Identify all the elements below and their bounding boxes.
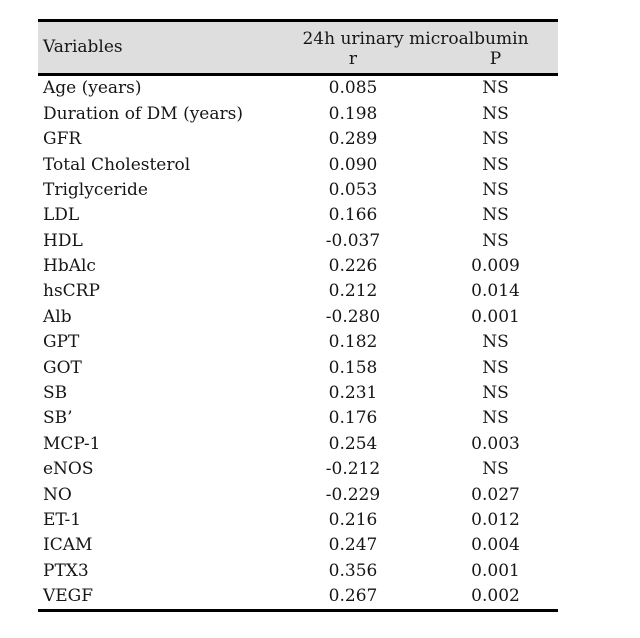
cell-p-value: NS xyxy=(482,357,509,378)
table-row: NO -0.229 0.027 xyxy=(38,482,558,507)
table-row: ICAM 0.247 0.004 xyxy=(38,533,558,558)
cell-variable: Total Cholesterol xyxy=(43,154,191,175)
cell-variable: LDL xyxy=(43,205,80,226)
cell-r-value: 0.212 xyxy=(328,281,378,302)
cell-variable: MCP-1 xyxy=(43,433,101,454)
col-header-r: r xyxy=(348,49,358,69)
cell-r-value: 0.267 xyxy=(328,586,378,607)
cell-r-value: 0.198 xyxy=(328,103,378,124)
cell-r-value: 0.166 xyxy=(328,205,378,226)
cell-r-value: 0.085 xyxy=(328,78,378,99)
cell-variable: HDL xyxy=(43,230,83,251)
table-row: Alb -0.280 0.001 xyxy=(38,305,558,330)
cell-p-value: 0.001 xyxy=(471,560,520,581)
table-row: HDL -0.037 NS xyxy=(38,228,558,253)
col-header-variables: Variables xyxy=(43,37,123,58)
cell-p-value: 0.002 xyxy=(471,586,520,607)
cell-variable: Age (years) xyxy=(43,78,142,99)
cell-variable: ICAM xyxy=(43,535,93,556)
col-header-p: P xyxy=(489,49,502,69)
cell-r-value: 0.053 xyxy=(328,179,378,200)
cell-p-value: 0.003 xyxy=(471,433,520,454)
table-row: SB’ 0.176 NS xyxy=(38,406,558,431)
cell-r-value: 0.356 xyxy=(328,560,378,581)
table-row: MCP-1 0.254 0.003 xyxy=(38,431,558,456)
table-row: Age (years) 0.085 NS xyxy=(38,76,558,101)
cell-r-value: -0.212 xyxy=(325,459,381,480)
cell-variable: Triglyceride xyxy=(43,179,148,200)
table-body: Age (years) 0.085 NS Duration of DM (yea… xyxy=(38,76,558,609)
cell-r-value: 0.182 xyxy=(328,332,378,353)
cell-p-value: NS xyxy=(482,129,509,150)
table-row: LDL 0.166 NS xyxy=(38,203,558,228)
cell-r-value: 0.226 xyxy=(328,256,378,277)
cell-r-value: -0.280 xyxy=(325,306,381,327)
table-row: GPT 0.182 NS xyxy=(38,330,558,355)
table-row: VEGF 0.267 0.002 xyxy=(38,584,558,609)
cell-variable: SB’ xyxy=(43,408,73,429)
cell-r-value: 0.289 xyxy=(328,129,378,150)
cell-p-value: NS xyxy=(482,408,509,429)
table-row: Triglyceride 0.053 NS xyxy=(38,178,558,203)
cell-variable: Alb xyxy=(43,306,72,327)
cell-p-value: NS xyxy=(482,383,509,404)
cell-variable: GPT xyxy=(43,332,80,353)
cell-p-value: 0.014 xyxy=(471,281,520,302)
col-group-header-24h-urinary-microalbumin: 24h urinary microalbumin xyxy=(302,29,529,50)
cell-variable: VEGF xyxy=(43,586,94,607)
cell-p-value: NS xyxy=(482,230,509,251)
cell-r-value: -0.037 xyxy=(325,230,381,251)
table-row: ET-1 0.216 0.012 xyxy=(38,508,558,533)
correlation-table: Variables 24h urinary microalbumin r P A… xyxy=(38,19,558,613)
cell-r-value: 0.176 xyxy=(328,408,378,429)
cell-p-value: NS xyxy=(482,103,509,124)
cell-p-value: NS xyxy=(482,78,509,99)
cell-p-value: NS xyxy=(482,332,509,353)
cell-p-value: 0.004 xyxy=(471,535,520,556)
cell-variable: ET-1 xyxy=(43,509,82,530)
cell-p-value: 0.012 xyxy=(471,509,520,530)
cell-r-value: 0.231 xyxy=(328,383,378,404)
cell-r-value: -0.229 xyxy=(325,484,381,505)
table-row: eNOS -0.212 NS xyxy=(38,457,558,482)
cell-p-value: 0.009 xyxy=(471,256,520,277)
cell-r-value: 0.247 xyxy=(328,535,378,556)
table-row: hsCRP 0.212 0.014 xyxy=(38,279,558,304)
cell-p-value: NS xyxy=(482,459,509,480)
cell-variable: hsCRP xyxy=(43,281,100,302)
cell-r-value: 0.254 xyxy=(328,433,378,454)
cell-variable: PTX3 xyxy=(43,560,89,581)
table-row: HbAlc 0.226 0.009 xyxy=(38,254,558,279)
cell-r-value: 0.090 xyxy=(328,154,378,175)
cell-p-value: NS xyxy=(482,154,509,175)
table-header: Variables 24h urinary microalbumin r P xyxy=(38,22,558,76)
table-row: Duration of DM (years) 0.198 NS xyxy=(38,101,558,126)
cell-variable: HbAlc xyxy=(43,256,96,277)
cell-variable: SB xyxy=(43,383,68,404)
table-row: Total Cholesterol 0.090 NS xyxy=(38,152,558,177)
table-row: GOT 0.158 NS xyxy=(38,355,558,380)
table-row: PTX3 0.356 0.001 xyxy=(38,558,558,583)
cell-p-value: NS xyxy=(482,179,509,200)
cell-r-value: 0.216 xyxy=(328,509,378,530)
cell-p-value: 0.027 xyxy=(471,484,520,505)
cell-p-value: NS xyxy=(482,205,509,226)
table-row: GFR 0.289 NS xyxy=(38,127,558,152)
cell-r-value: 0.158 xyxy=(328,357,378,378)
cell-variable: Duration of DM (years) xyxy=(43,103,243,124)
cell-p-value: 0.001 xyxy=(471,306,520,327)
table-row: SB 0.231 NS xyxy=(38,381,558,406)
cell-variable: eNOS xyxy=(43,459,94,480)
cell-variable: NO xyxy=(43,484,72,505)
cell-variable: GOT xyxy=(43,357,82,378)
cell-variable: GFR xyxy=(43,129,82,150)
